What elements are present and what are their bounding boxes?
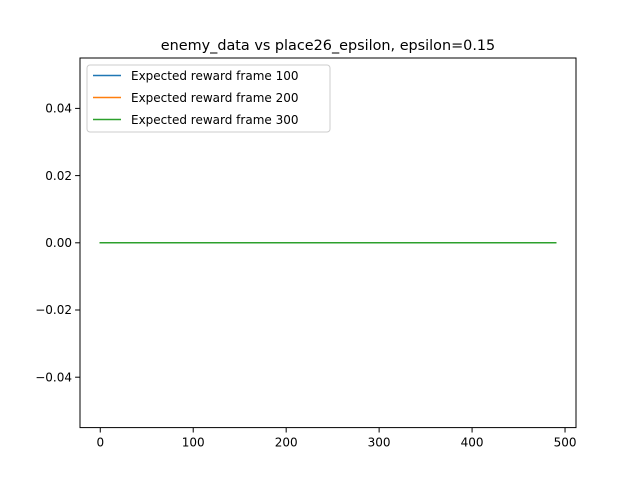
y-axis-ticks: −0.04 −0.02 0.00 0.02 0.04: [35, 102, 80, 384]
x-axis-ticks: 0 100 200 300 400 500: [96, 427, 577, 450]
y-tick-label: 0.00: [45, 236, 72, 250]
legend-label-1: Expected reward frame 100: [131, 69, 298, 83]
y-tick-label: 0.02: [45, 169, 72, 183]
x-tick-label: 300: [368, 436, 391, 450]
x-tick-label: 400: [461, 436, 484, 450]
x-tick-label: 100: [182, 436, 205, 450]
legend-label-3: Expected reward frame 300: [131, 113, 298, 127]
chart-title: enemy_data vs place26_epsilon, epsilon=0…: [161, 38, 495, 54]
y-tick-label: 0.04: [45, 102, 72, 116]
legend-label-2: Expected reward frame 200: [131, 91, 298, 105]
y-tick-label: −0.02: [35, 303, 72, 317]
x-tick-label: 200: [275, 436, 298, 450]
x-tick-label: 500: [554, 436, 577, 450]
x-tick-label: 0: [96, 436, 104, 450]
plot-frame: [79, 57, 577, 429]
legend-frame: [86, 64, 331, 133]
legend: Expected reward frame 100 Expected reward…: [86, 64, 331, 133]
legend-entries: Expected reward frame 100 Expected reward…: [93, 69, 298, 127]
y-tick-label: −0.04: [35, 370, 72, 384]
